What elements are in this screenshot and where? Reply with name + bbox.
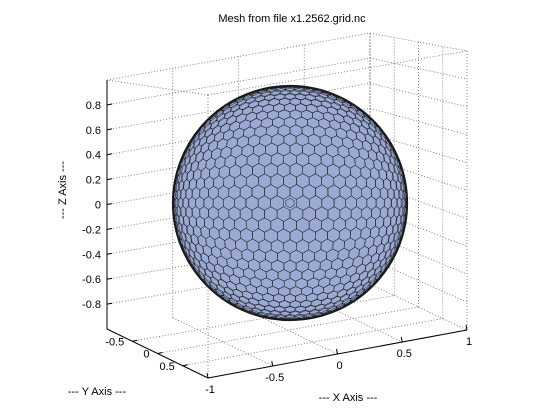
- grid-line-z: [369, 82, 468, 108]
- mesh-sphere: [171, 84, 409, 322]
- sphere-outline: [171, 84, 409, 322]
- z-axis-label: --- Z Axis ---: [57, 161, 69, 219]
- grid-line-y: [132, 295, 395, 342]
- grid-edge: [106, 32, 371, 81]
- x-tick-label: 1: [466, 336, 472, 348]
- z-tick-label: -0.8: [82, 299, 101, 311]
- z-tick-label: -0.4: [82, 249, 101, 261]
- x-tick-label: 0: [336, 360, 342, 372]
- x-tick-label: 0.5: [397, 348, 412, 360]
- grid-edge: [106, 79, 209, 96]
- y-tick-mark: [132, 339, 138, 342]
- x-tick-label: -0.5: [265, 372, 284, 384]
- x-axis-label: --- X Axis ---: [319, 392, 378, 404]
- z-tick-mark: [106, 178, 113, 181]
- y-tick-mark: [182, 364, 188, 367]
- grid-edge: [207, 50, 468, 96]
- z-tick-mark: [106, 252, 113, 255]
- x-tick-mark: [336, 348, 338, 355]
- z-tick-label: -0.6: [82, 274, 101, 286]
- x-tick-mark: [465, 324, 468, 331]
- z-tick-label: 0.8: [86, 100, 101, 112]
- z-tick-label: 0.4: [86, 150, 101, 162]
- x-tick-mark: [271, 360, 274, 367]
- x-tick-mark: [400, 336, 403, 343]
- y-tick-label: 0: [143, 349, 149, 361]
- grid-line-z: [106, 57, 371, 106]
- y-tick-label: -0.5: [105, 336, 124, 348]
- grid-line-z: [369, 233, 468, 275]
- z-tick-label: 0.6: [86, 125, 101, 137]
- z-tick-label: 0.2: [86, 175, 101, 187]
- z-tick-mark: [106, 153, 113, 156]
- grid-line-x: [172, 317, 273, 367]
- grid-line-y: [182, 318, 443, 367]
- axes-box: [106, 80, 468, 379]
- grid-line-z: [369, 107, 468, 136]
- z-tick-mark: [106, 203, 113, 205]
- y-tick-label: 0.5: [159, 361, 174, 373]
- sphere-surface: [173, 86, 407, 320]
- z-tick-label: 0: [95, 200, 101, 212]
- tick-labels: 0.8 0.6 0.4 0.2 0 -0.2 -0.4 -0.6 -0.8 -0.5 0 0.5 -1 -…: [82, 100, 472, 396]
- z-tick-mark: [106, 302, 113, 305]
- grid-line-z: [369, 133, 468, 163]
- x-tick-label: -1: [205, 384, 215, 396]
- z-tick-mark: [106, 228, 113, 230]
- x-tick-mark: [206, 372, 209, 379]
- y-tick-mark: [157, 352, 163, 354]
- z-tick-mark: [106, 128, 113, 131]
- z-tick-label: -0.2: [82, 224, 101, 236]
- grid-line-y: [157, 306, 419, 354]
- y-axis-label: --- Y Axis ---: [68, 386, 127, 398]
- chart-title: Mesh from file x1.2562.grid.nc: [218, 13, 366, 25]
- z-tick-mark: [106, 277, 113, 280]
- z-tick-mark: [106, 103, 113, 106]
